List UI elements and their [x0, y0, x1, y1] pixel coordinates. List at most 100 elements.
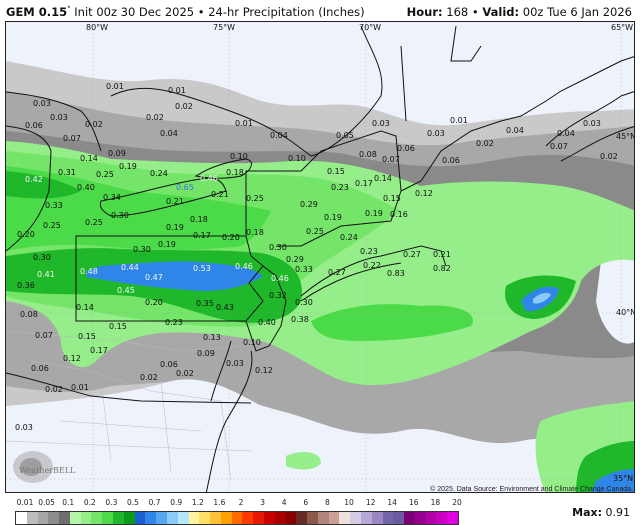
- legend-swatch: [199, 512, 211, 524]
- legend-swatch: [69, 512, 81, 524]
- legend-label: 0.7: [148, 498, 161, 507]
- precip-value-label: 0.02: [600, 152, 618, 161]
- legend-swatch: [80, 512, 92, 524]
- legend-swatch: [371, 512, 383, 524]
- precip-value-label: 0.07: [63, 134, 81, 143]
- hour-label: Hour:: [406, 5, 443, 19]
- precip-value-label: 0.42: [25, 175, 43, 184]
- precip-value-label: 0.22: [363, 261, 381, 270]
- precip-area-dark-green-blob-nw: [6, 171, 81, 199]
- precip-value-label: 0.02: [146, 113, 164, 122]
- precip-value-label: 0.21: [211, 190, 229, 199]
- precip-value-label: 0.18: [246, 228, 264, 237]
- precip-value-label: 0.30: [133, 245, 151, 254]
- legend-label: 0.01: [16, 498, 34, 507]
- precip-value-label: 0.46: [200, 174, 218, 183]
- separator: •: [471, 5, 479, 19]
- precip-value-label: 0.41: [37, 270, 55, 279]
- max-value: Max: 0.91: [572, 506, 630, 519]
- precip-value-label: 0.23: [165, 318, 183, 327]
- precip-value-label: 0.03: [372, 119, 390, 128]
- legend-color-bar: [15, 511, 459, 525]
- legend-swatch: [156, 512, 167, 524]
- precip-value-label: 0.15: [109, 322, 127, 331]
- legend-swatch: [177, 512, 189, 524]
- legend-label: 0.2: [83, 498, 96, 507]
- precip-value-label: 0.10: [243, 338, 261, 347]
- legend-swatch: [123, 512, 135, 524]
- precip-value-label: 0.14: [80, 154, 98, 163]
- precip-value-label: 0.46: [235, 262, 253, 271]
- precip-value-label: 0.06: [397, 144, 415, 153]
- precip-value-label: 0.13: [203, 333, 221, 342]
- precip-value-label: 0.33: [45, 201, 63, 210]
- precip-value-label: 0.40: [258, 318, 276, 327]
- legend-swatch: [231, 512, 243, 524]
- precip-value-label: 0.10: [288, 154, 306, 163]
- precip-value-label: 0.27: [328, 268, 346, 277]
- precip-value-label: 0.65: [176, 183, 194, 192]
- precipitation-map: 0.01 0.01 0.02 0.03 0.03 0.02 0.06 0.02 0.01 0.04…: [5, 21, 635, 493]
- legend-label: 14: [387, 498, 397, 507]
- precip-value-label: 0.07: [35, 331, 53, 340]
- precip-value-label: 0.06: [442, 156, 460, 165]
- precip-value-label: 0.36: [17, 281, 35, 290]
- precip-value-label: 0.12: [255, 366, 273, 375]
- precip-value-label: 0.19: [166, 223, 184, 232]
- no-precip-area-east: [596, 254, 634, 344]
- precip-area-blue-pa: [86, 261, 263, 291]
- legend-swatch: [263, 512, 275, 524]
- precip-area-light-blue-ocean: [533, 292, 551, 304]
- precip-value-label: 0.08: [359, 150, 377, 159]
- precip-value-label: 0.21: [433, 250, 451, 259]
- valid-time: 00z Tue 6 Jan 2026: [522, 5, 632, 19]
- precip-value-label: 0.45: [117, 286, 135, 295]
- lon-label-65w: 65°W: [611, 23, 633, 32]
- precip-value-label: 0.20: [222, 233, 240, 242]
- precip-value-label: 0.21: [166, 197, 184, 206]
- lat-lon-grid: [6, 22, 634, 492]
- map-title: GEM 0.15° Init 00z 30 Dec 2025 • 24-hr P…: [6, 5, 365, 19]
- logo-text: WeatherBELL: [19, 466, 76, 475]
- legend-swatch: [328, 512, 340, 524]
- max-label: Max:: [572, 506, 602, 519]
- precip-value-label: 0.08: [20, 310, 38, 319]
- max-number: 0.91: [605, 506, 631, 519]
- precip-value-label: 0.17: [193, 231, 211, 240]
- legend-swatch: [350, 512, 361, 524]
- precip-value-label: 0.23: [331, 183, 349, 192]
- precip-value-label: 0.02: [85, 120, 103, 129]
- legend-label: 0.5: [127, 498, 139, 507]
- precip-value-label: 0.04: [557, 129, 575, 138]
- legend-swatch: [404, 512, 415, 524]
- precip-value-label: 0.16: [390, 210, 408, 219]
- precip-value-label: 0.25: [85, 218, 103, 227]
- forecast-hour: 168: [446, 5, 469, 19]
- precip-value-label: 0.01: [168, 86, 186, 95]
- legend-swatch: [382, 512, 394, 524]
- weatherbell-logo: WeatherBELL: [13, 451, 76, 483]
- legend-swatch: [447, 512, 459, 524]
- precip-value-label: 0.29: [286, 255, 304, 264]
- init-time: Init 00z 30 Dec 2025: [74, 5, 195, 19]
- precip-value-label: 0.25: [246, 194, 264, 203]
- legend-swatch: [307, 512, 318, 524]
- precip-value-label: 0.03: [226, 359, 244, 368]
- precip-value-label: 0.03: [427, 129, 445, 138]
- precip-value-label: 0.30: [111, 211, 129, 220]
- precip-value-label: 0.02: [45, 385, 63, 394]
- precip-value-label: 0.09: [197, 349, 215, 358]
- precip-value-label: 0.43: [216, 303, 234, 312]
- legend-swatch: [37, 512, 49, 524]
- legend-label: 0.05: [38, 498, 55, 507]
- precip-value-label: 0.02: [476, 139, 494, 148]
- legend-label: 4: [281, 498, 287, 507]
- precip-value-label: 0.05: [336, 131, 354, 140]
- precip-value-label: 0.23: [360, 247, 378, 256]
- model-name: GEM 0.15: [6, 5, 68, 19]
- precip-value-label: 0.17: [90, 346, 108, 355]
- precip-value-label: 0.12: [415, 189, 433, 198]
- precip-value-label: 0.18: [190, 215, 208, 224]
- precip-value-label: 0.14: [374, 174, 392, 183]
- legend-swatch: [91, 512, 103, 524]
